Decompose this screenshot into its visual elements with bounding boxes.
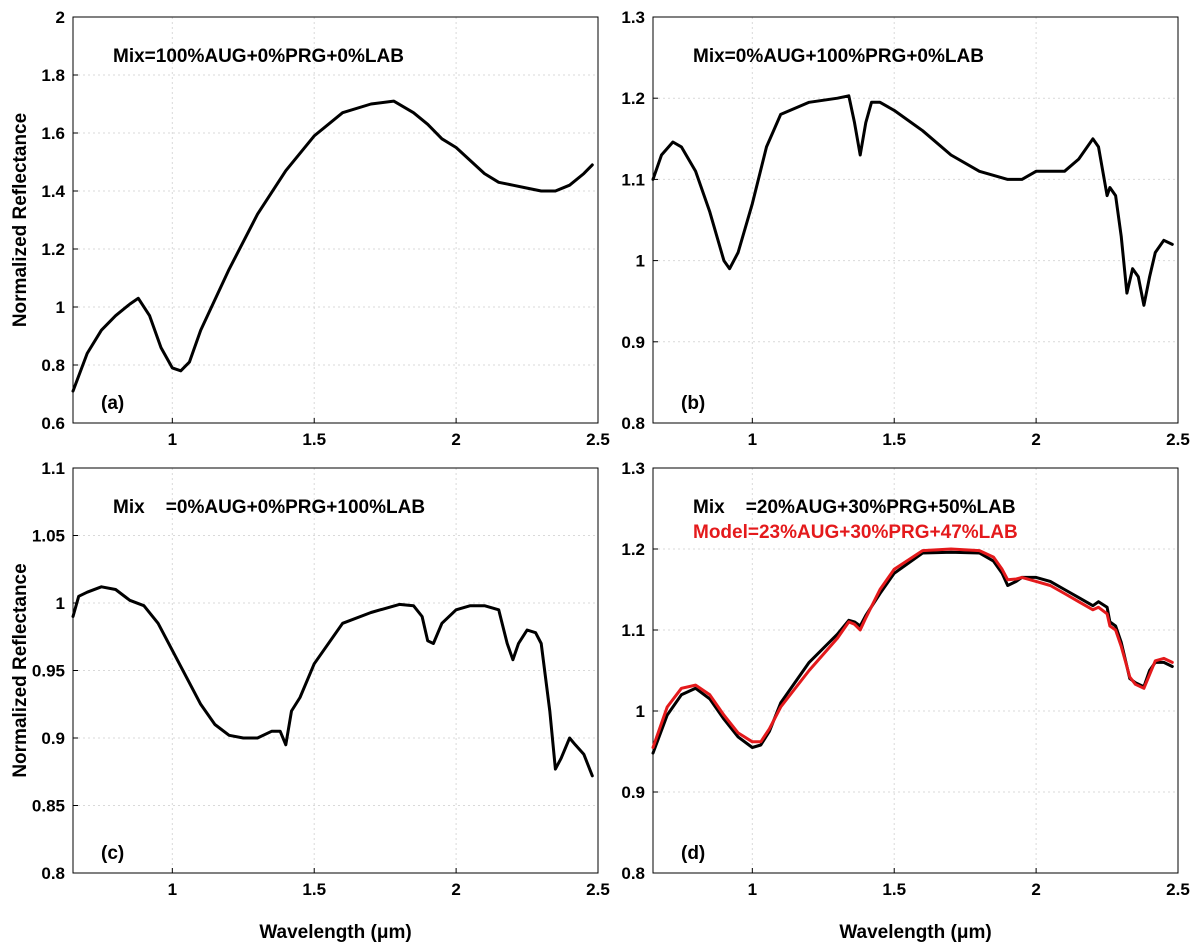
y-tick-label: 1 — [636, 252, 645, 271]
x-tick-label: 2.5 — [586, 430, 610, 449]
y-tick-label: 2 — [56, 8, 65, 27]
x-tick-label: 1.5 — [882, 880, 906, 899]
x-tick-label: 1.5 — [302, 430, 326, 449]
annotation-text: Mix =0%AUG+0%PRG+100%LAB — [113, 497, 425, 518]
series-line-0 — [71, 585, 594, 778]
panel-2: 1 1.5 2 2.5 0.8 0.85 0.9 0.95 1 1.05 1.1 Normalized… — [10, 459, 610, 943]
panel-3: 1 1.5 2 2.5 0.8 0.9 1 1.1 1.2 1.3 Wavelength (μm) M… — [621, 459, 1189, 943]
series-line-1 — [651, 547, 1174, 749]
x-axis-label: Wavelength (μm) — [259, 922, 411, 943]
x-tick-label: 1.5 — [882, 430, 906, 449]
y-tick-label: 1.2 — [621, 89, 645, 108]
y-tick-label: 0.8 — [621, 864, 645, 883]
panel-label: (c) — [101, 843, 124, 864]
annotation-text: Model=23%AUG+30%PRG+47%LAB — [693, 522, 1018, 543]
x-tick-label: 2 — [1031, 430, 1040, 449]
y-axis-label: Normalized Reflectance — [10, 563, 31, 777]
panel-label: (b) — [681, 393, 705, 414]
x-tick-label: 1 — [168, 430, 177, 449]
y-tick-label: 0.95 — [32, 662, 65, 681]
y-tick-label: 1.6 — [41, 124, 65, 143]
x-tick-label: 1 — [168, 880, 177, 899]
y-axis-label: Normalized Reflectance — [10, 113, 31, 327]
panel-label: (d) — [681, 843, 705, 864]
y-tick-label: 0.8 — [41, 864, 65, 883]
x-tick-label: 2.5 — [1166, 430, 1190, 449]
y-tick-label: 1.1 — [621, 170, 645, 189]
y-tick-label: 0.9 — [621, 333, 645, 352]
plot-frame — [72, 16, 599, 424]
y-tick-label: 1.3 — [621, 459, 645, 478]
y-tick-label: 1.2 — [621, 540, 645, 559]
panel-1: 1 1.5 2 2.5 0.8 0.9 1 1.1 1.2 1.3 Mix=0%AUG+100%PR… — [621, 8, 1189, 449]
panel-label: (a) — [101, 393, 124, 414]
y-tick-label: 0.85 — [32, 797, 65, 816]
y-tick-label: 0.8 — [41, 356, 65, 375]
y-tick-label: 1.8 — [41, 66, 65, 85]
x-tick-label: 1.5 — [302, 880, 326, 899]
y-tick-label: 1.1 — [621, 621, 645, 640]
series-line-0 — [651, 94, 1174, 307]
x-tick-label: 2 — [451, 430, 460, 449]
y-tick-label: 1 — [636, 702, 645, 721]
x-tick-label: 1 — [748, 880, 757, 899]
annotation-text: Mix=0%AUG+100%PRG+0%LAB — [693, 46, 984, 67]
panel-0: 1 1.5 2 2.5 0.6 0.8 1 1.2 1.4 1.6 1.8 2 Normalized R… — [10, 8, 610, 449]
y-tick-label: 1.1 — [41, 459, 65, 478]
x-tick-label: 1 — [748, 430, 757, 449]
y-tick-label: 1 — [56, 298, 65, 317]
y-tick-label: 1 — [56, 594, 65, 613]
plot-frame — [652, 16, 1179, 424]
y-tick-label: 1.3 — [621, 8, 645, 27]
y-tick-label: 1.4 — [41, 182, 65, 201]
y-tick-label: 1.05 — [32, 527, 65, 546]
y-tick-label: 0.6 — [41, 414, 65, 433]
y-tick-label: 0.9 — [41, 729, 65, 748]
annotation-text: Mix=100%AUG+0%PRG+0%LAB — [113, 46, 404, 67]
plot-frame — [652, 467, 1179, 874]
y-tick-label: 1.2 — [41, 240, 65, 259]
y-tick-label: 0.9 — [621, 783, 645, 802]
y-tick-label: 0.8 — [621, 414, 645, 433]
x-tick-label: 2 — [1031, 880, 1040, 899]
series-line-0 — [71, 99, 594, 393]
x-axis-label: Wavelength (μm) — [839, 922, 991, 943]
x-tick-label: 2 — [451, 880, 460, 899]
x-tick-label: 2.5 — [1166, 880, 1190, 899]
x-tick-label: 2.5 — [586, 880, 610, 899]
annotation-text: Mix =20%AUG+30%PRG+50%LAB — [693, 497, 1016, 518]
